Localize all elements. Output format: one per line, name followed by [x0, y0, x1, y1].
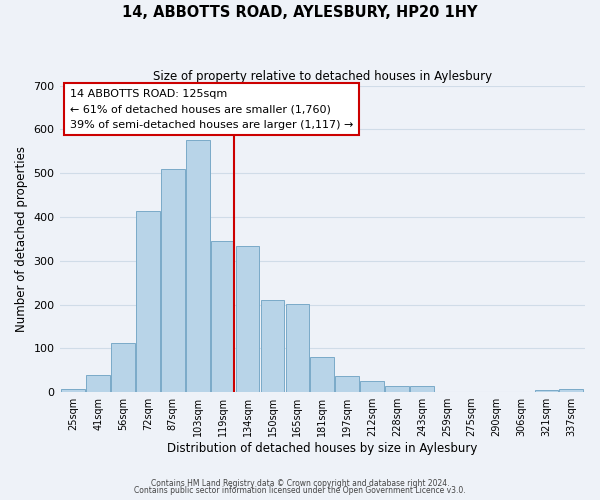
Bar	[86, 376, 110, 392]
Bar	[211, 241, 235, 392]
Bar	[559, 388, 583, 392]
Text: 14, ABBOTTS ROAD, AYLESBURY, HP20 1HY: 14, ABBOTTS ROAD, AYLESBURY, HP20 1HY	[122, 5, 478, 20]
Bar	[236, 246, 259, 392]
Text: 14 ABBOTTS ROAD: 125sqm
← 61% of detached houses are smaller (1,760)
39% of semi: 14 ABBOTTS ROAD: 125sqm ← 61% of detache…	[70, 88, 353, 130]
Bar	[385, 386, 409, 392]
Bar	[136, 211, 160, 392]
Bar	[260, 300, 284, 392]
Bar	[535, 390, 558, 392]
Bar	[335, 376, 359, 392]
X-axis label: Distribution of detached houses by size in Aylesbury: Distribution of detached houses by size …	[167, 442, 478, 455]
Bar	[310, 357, 334, 392]
Bar	[410, 386, 434, 392]
Text: Contains public sector information licensed under the Open Government Licence v3: Contains public sector information licen…	[134, 486, 466, 495]
Bar	[360, 380, 384, 392]
Bar	[286, 304, 309, 392]
Bar	[61, 388, 85, 392]
Text: Contains HM Land Registry data © Crown copyright and database right 2024.: Contains HM Land Registry data © Crown c…	[151, 478, 449, 488]
Bar	[161, 169, 185, 392]
Y-axis label: Number of detached properties: Number of detached properties	[15, 146, 28, 332]
Bar	[111, 342, 135, 392]
Title: Size of property relative to detached houses in Aylesbury: Size of property relative to detached ho…	[153, 70, 492, 83]
Bar	[186, 140, 209, 392]
